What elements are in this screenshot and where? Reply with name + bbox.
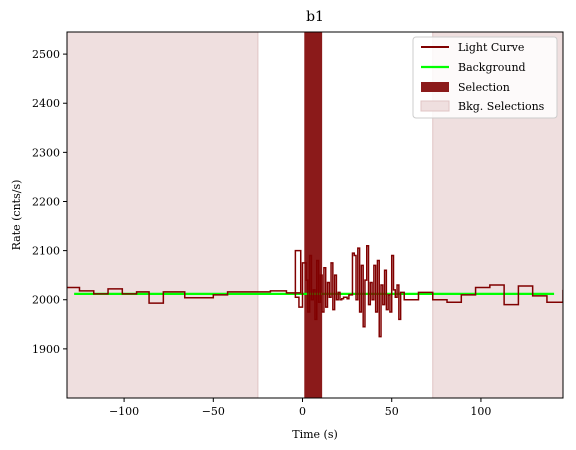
legend-selection-swatch (421, 82, 449, 92)
x-tick-label: 100 (470, 405, 491, 418)
legend-light-curve-label: Light Curve (458, 41, 524, 54)
chart-title: b1 (306, 9, 324, 25)
x-axis-ticks: −100 −50 0 50 100 (109, 398, 491, 418)
y-tick-label: 2200 (32, 195, 60, 208)
y-axis-ticks: 1900 2000 2100 2200 2300 2400 2500 (32, 48, 67, 356)
legend-bkg-selections-label: Bkg. Selections (458, 100, 545, 113)
selection-band (304, 32, 323, 398)
y-axis-label: Rate (cnts/s) (10, 180, 23, 251)
legend-background-label: Background (458, 61, 526, 74)
legend: Light Curve Background Selection Bkg. Selec… (412, 36, 558, 119)
x-tick-label: −100 (109, 405, 139, 418)
legend-selection-label: Selection (458, 81, 510, 94)
light-curve-layer (67, 244, 563, 338)
light-curve-line (67, 244, 563, 338)
x-tick-label: 50 (385, 405, 399, 418)
selection-layer (304, 32, 323, 398)
y-tick-label: 2000 (32, 294, 60, 307)
legend-bkg-selection-swatch (420, 100, 450, 112)
y-tick-label: 2500 (32, 48, 60, 61)
x-axis-label: Time (s) (292, 428, 338, 441)
y-tick-label: 2100 (32, 245, 60, 258)
y-tick-label: 2300 (32, 146, 60, 159)
bkg-selection-band-0 (66, 31, 259, 399)
legend-box (412, 36, 558, 119)
plot-frame (66, 31, 564, 399)
x-tick-label: −50 (202, 405, 225, 418)
y-tick-label: 2400 (32, 97, 60, 110)
y-tick-label: 1900 (32, 343, 60, 356)
x-tick-label: 0 (299, 405, 306, 418)
